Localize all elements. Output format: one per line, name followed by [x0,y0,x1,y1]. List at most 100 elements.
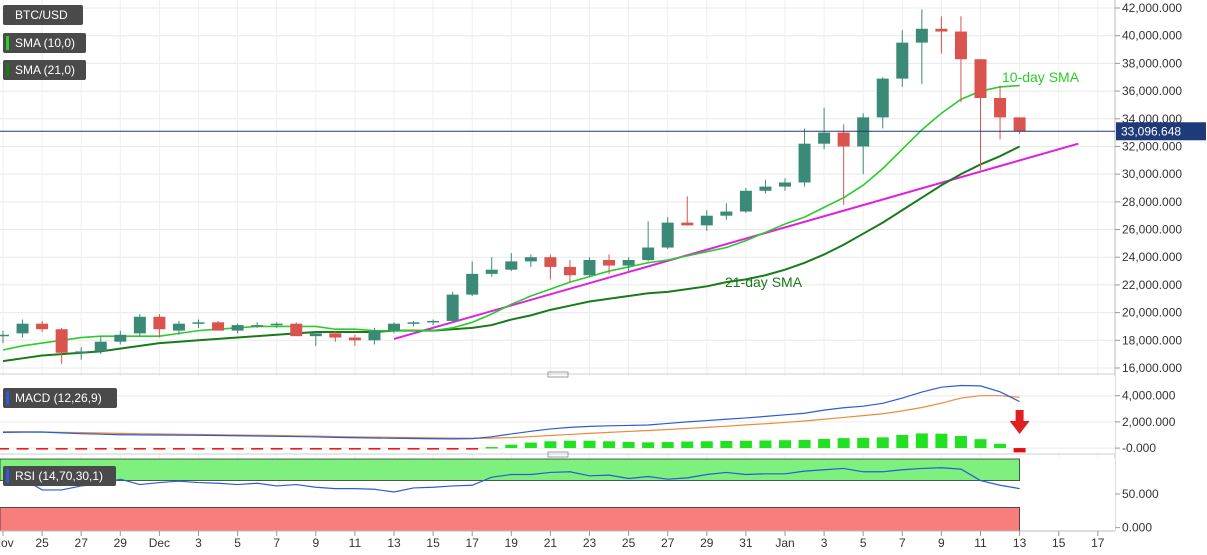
x-axis-label: 29 [700,536,714,550]
macd-histogram-bar [36,448,49,450]
candle[interactable] [192,319,205,328]
candle[interactable] [661,217,674,249]
macd-histogram-bar [212,448,225,450]
macd-label: MACD (12,26,9) [15,391,102,405]
candle[interactable] [681,196,694,226]
x-axis-label: 9 [312,536,319,550]
candle[interactable] [583,257,596,277]
candle[interactable] [446,291,459,323]
symbol-tag[interactable]: BTC/USD [3,5,83,25]
candle-body [16,323,29,334]
candle[interactable] [114,330,127,345]
candle-body [0,334,9,337]
symbol-label: BTC/USD [15,8,68,22]
candle[interactable] [309,332,322,346]
macd-histogram-bar [251,448,264,450]
candle[interactable] [348,334,361,346]
candle[interactable] [759,179,772,194]
candle[interactable] [212,320,225,331]
candle[interactable] [603,254,616,274]
candle[interactable] [544,254,557,280]
candle[interactable] [368,327,381,345]
candle[interactable] [876,77,889,129]
macd-legend[interactable]: MACD (12,26,9) [3,388,117,408]
macd-histogram-bar [720,441,733,449]
resize-handle-icon [547,451,569,458]
candle-body [270,323,283,326]
candle[interactable] [427,319,440,326]
candle-body [935,28,948,32]
candle[interactable] [896,30,909,87]
panel-dividers[interactable] [0,371,1115,458]
candle[interactable] [172,320,185,335]
candle-body [114,334,127,342]
candle[interactable] [954,16,967,103]
price-axis-label: 28,000.000 [1122,195,1182,209]
candle[interactable] [75,347,88,360]
macd-histogram-bar [0,448,9,450]
candle-body [231,325,244,331]
candle-body [388,323,400,331]
candle[interactable] [94,336,107,355]
candle[interactable] [818,107,831,150]
candle[interactable] [857,113,870,175]
sma10-legend[interactable]: SMA (10,0) [3,33,86,53]
candle[interactable] [739,188,752,213]
macd-histogram-bar [270,448,283,450]
sma21-line [2,145,1021,363]
price-plot-bg [0,0,1115,374]
candle[interactable] [642,221,655,262]
candle[interactable] [388,322,400,334]
candle[interactable] [133,314,146,337]
candle[interactable] [329,330,342,342]
candle[interactable] [798,128,811,187]
macd-histogram-bar [446,448,459,450]
macd-histogram-bar [818,438,831,449]
candle-body [251,325,264,327]
candles[interactable] [0,9,1026,364]
candle[interactable] [153,314,166,338]
x-axis-label: 27 [661,536,675,550]
candle[interactable] [563,260,576,283]
candle[interactable] [935,16,948,54]
price-axis-label: 34,000.000 [1122,112,1182,126]
candle[interactable] [16,319,29,338]
macd-histogram-bar [348,448,361,450]
x-axis-label: 3 [821,536,828,550]
macd-histogram-bar [739,440,752,449]
candle[interactable] [251,322,264,328]
candle[interactable] [290,322,303,337]
candle[interactable] [485,257,498,277]
bearish-arrow-icon [1009,410,1030,434]
macd-histogram-bar [857,437,870,449]
price-axis-label: 38,000.000 [1122,56,1182,70]
candle[interactable] [407,320,420,327]
candle[interactable] [524,254,537,267]
sma21-legend[interactable]: SMA (21,0) [3,60,86,80]
candle[interactable] [837,124,850,205]
macd-histogram-bar [661,442,674,449]
rsi-legend[interactable]: RSI (14,70,30,1) [3,466,116,486]
candle[interactable] [36,320,49,332]
x-axis-label: 7 [899,536,906,550]
x-axis-label: 7 [273,536,280,550]
candle[interactable] [0,330,9,344]
candle[interactable] [55,327,68,364]
candle[interactable] [720,203,733,220]
rsi-label: RSI (14,70,30,1) [15,469,104,483]
candle-body [94,341,107,352]
candle[interactable] [466,261,479,296]
candle-body [857,117,870,147]
candle[interactable] [974,59,987,170]
candle[interactable] [779,178,791,191]
candle[interactable] [994,85,1007,140]
candle[interactable] [915,9,928,85]
candle[interactable] [700,210,713,231]
candle[interactable] [231,323,244,334]
candle[interactable] [622,257,635,272]
macd-axis-label: 4,000.000 [1122,389,1176,403]
candle[interactable] [505,253,518,272]
candle-body [172,323,185,331]
candle[interactable] [270,322,283,328]
